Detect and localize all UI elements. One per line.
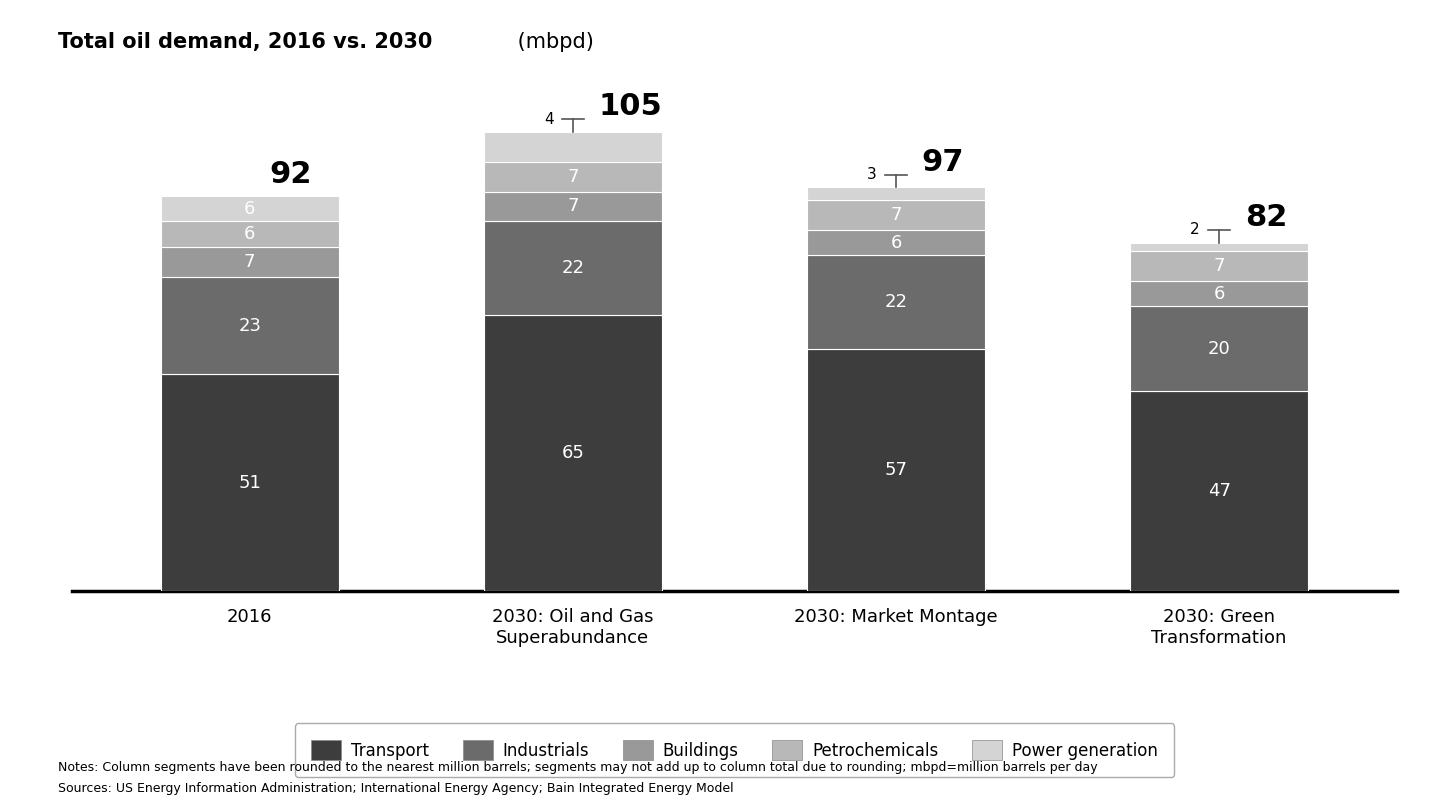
- Bar: [484, 162, 662, 192]
- Text: 92: 92: [269, 160, 311, 190]
- Text: 3: 3: [867, 167, 877, 182]
- Bar: [806, 349, 985, 591]
- Text: 47: 47: [1208, 483, 1231, 501]
- Text: Total oil demand, 2016 vs. 2030: Total oil demand, 2016 vs. 2030: [58, 32, 432, 53]
- Text: 97: 97: [922, 147, 965, 177]
- Text: 2: 2: [1189, 222, 1200, 237]
- Text: 51: 51: [238, 474, 261, 492]
- Bar: [1130, 281, 1308, 306]
- Text: 7: 7: [890, 206, 901, 224]
- Bar: [161, 247, 338, 277]
- Bar: [1130, 251, 1308, 281]
- Text: Sources: US Energy Information Administration; International Energy Agency; Bain: Sources: US Energy Information Administr…: [58, 782, 733, 795]
- Text: 4: 4: [544, 112, 553, 127]
- Text: 7: 7: [567, 168, 579, 185]
- Text: 23: 23: [238, 317, 261, 335]
- Bar: [161, 196, 338, 221]
- Text: 57: 57: [884, 461, 907, 479]
- Bar: [161, 374, 338, 591]
- Text: 6: 6: [890, 233, 901, 252]
- Bar: [484, 315, 662, 591]
- Text: (mbpd): (mbpd): [511, 32, 595, 53]
- Bar: [1130, 243, 1308, 251]
- Text: 65: 65: [562, 444, 585, 462]
- Text: 7: 7: [1214, 257, 1225, 275]
- Text: 22: 22: [562, 259, 585, 277]
- Bar: [161, 277, 338, 374]
- Bar: [484, 221, 662, 315]
- Bar: [1130, 306, 1308, 391]
- Text: 105: 105: [599, 92, 662, 122]
- Bar: [484, 191, 662, 221]
- Text: 6: 6: [243, 225, 255, 243]
- Bar: [484, 132, 662, 162]
- Text: 22: 22: [884, 293, 907, 311]
- Bar: [806, 187, 985, 200]
- Text: Notes: Column segments have been rounded to the nearest million barrels; segment: Notes: Column segments have been rounded…: [58, 761, 1097, 774]
- Bar: [1130, 391, 1308, 591]
- Text: 6: 6: [1214, 284, 1225, 303]
- Text: 82: 82: [1246, 203, 1287, 232]
- Bar: [806, 200, 985, 230]
- Legend: Transport, Industrials, Buildings, Petrochemicals, Power generation: Transport, Industrials, Buildings, Petro…: [295, 723, 1174, 777]
- Bar: [161, 221, 338, 247]
- Text: 7: 7: [567, 198, 579, 215]
- Text: 6: 6: [243, 199, 255, 218]
- Bar: [806, 230, 985, 255]
- Text: 20: 20: [1208, 340, 1230, 358]
- Text: 7: 7: [243, 253, 255, 271]
- Bar: [806, 255, 985, 349]
